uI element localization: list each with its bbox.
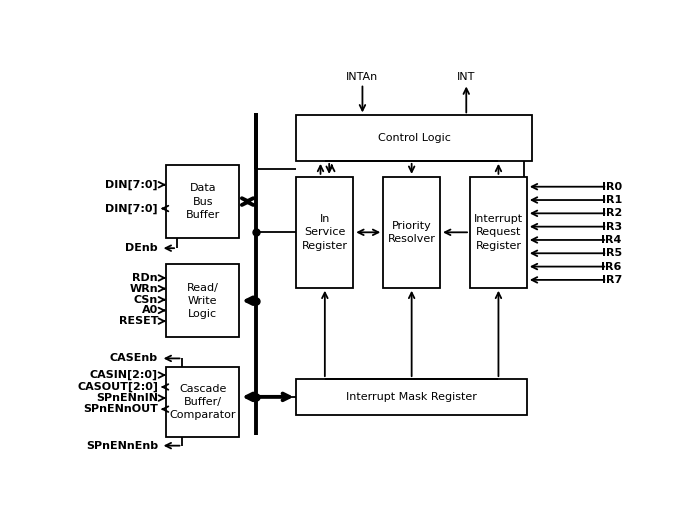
Text: SPnENnIN: SPnENnIN [96,393,158,403]
Bar [296,177,354,288]
Text: CASIN[2:0]: CASIN[2:0] [90,370,158,380]
Bar [470,177,527,288]
Text: IR6: IR6 [601,262,622,271]
Text: CSn: CSn [134,295,158,305]
Text: IR0: IR0 [602,182,622,192]
Text: CASEnb: CASEnb [110,353,158,364]
Text: SPnENnOUT: SPnENnOUT [83,404,158,414]
Text: RDn: RDn [132,273,158,283]
Text: Cascade
Buffer/
Comparator: Cascade Buffer/ Comparator [169,384,236,420]
Text: SPnENnEnb: SPnENnEnb [86,441,158,451]
Text: Control Logic: Control Logic [378,133,451,143]
Text: IR7: IR7 [601,275,622,285]
Text: IR2: IR2 [601,209,622,218]
Bar [296,115,533,161]
Text: Interrupt
Request
Register: Interrupt Request Register [474,214,523,250]
Bar [166,264,239,337]
Bar [383,177,440,288]
Bar [166,165,239,238]
Text: INTAn: INTAn [346,72,379,82]
Text: DIN[7:0]: DIN[7:0] [106,203,158,214]
Text: IR1: IR1 [601,195,622,205]
Text: Read/
Write
Logic: Read/ Write Logic [187,283,218,319]
Text: DIN[7:0]: DIN[7:0] [106,180,158,190]
Text: RESET: RESET [118,316,158,326]
Bar [166,367,239,437]
Text: In
Service
Register: In Service Register [302,214,348,250]
Bar [296,379,527,415]
Text: INT: INT [457,72,475,82]
Text: CASOUT[2:0]: CASOUT[2:0] [77,382,158,392]
Text: Priority
Resolver: Priority Resolver [388,221,435,244]
Text: WRn: WRn [130,284,158,294]
Text: IR4: IR4 [601,235,622,245]
Text: A0: A0 [142,305,158,315]
Text: Interrupt Mask Register: Interrupt Mask Register [346,392,477,402]
Text: Data
Bus
Buffer: Data Bus Buffer [186,183,220,220]
Text: IR5: IR5 [602,248,622,259]
Text: IR3: IR3 [602,221,622,232]
Text: DEnb: DEnb [125,243,158,253]
